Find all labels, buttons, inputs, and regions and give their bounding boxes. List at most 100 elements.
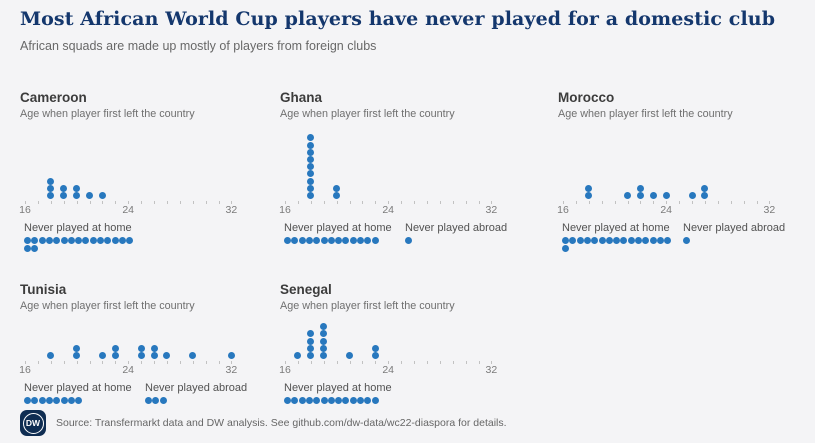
axis-tick-label: 32 [225,204,238,216]
axis-tick [154,361,155,364]
age-dot [649,192,657,199]
x-axis: 16 24 32 [279,200,517,216]
dw-logo-text: DW [22,412,44,434]
never-dot [75,237,83,244]
axis-description: Age when player first left the country [20,300,195,312]
axis-tick [426,201,428,204]
never-dot [152,397,160,404]
never-played-section: Never played at home [280,382,517,416]
axis-tick [76,361,78,364]
axis-tick [192,361,194,364]
never-played-at-home-group: Never played at home [24,222,134,253]
axis-tick-label: 32 [485,204,498,216]
age-dot-plot [280,126,517,200]
axis-tick [452,201,454,204]
axis-tick [297,361,299,364]
age-dot [371,352,379,359]
never-home-label: Never played at home [24,382,132,394]
axis-tick [50,361,52,364]
axis-tick [141,361,143,364]
axis-tick-label: 32 [225,364,238,376]
age-dot [137,344,145,352]
axis-tick [401,361,403,364]
axis-tick [452,361,454,364]
never-dot [357,397,364,404]
axis-tick [491,201,493,204]
never-dot [67,397,75,404]
never-dot [118,237,126,244]
age-dot [73,352,81,359]
never-dot [298,397,306,404]
never-dot [67,237,75,244]
never-dot [104,237,112,244]
never-dot [335,237,343,244]
never-home-label: Never played at home [284,382,392,394]
never-dot [53,397,61,404]
axis-tick-label: 32 [485,364,498,376]
never-home-dots [24,237,134,253]
axis-tick [743,201,745,204]
axis-description: Age when player first left the country [280,108,455,120]
never-dot [291,397,299,404]
never-played-section: Never played at home Never played abroad [558,222,795,256]
age-dot [636,184,644,192]
axis-tick-label: 16 [279,204,291,216]
axis-tick [666,201,668,204]
never-dot [642,237,650,244]
never-dot [683,237,690,244]
age-dot-plot [20,318,257,360]
never-dot [89,237,97,244]
axis-tick [285,201,286,204]
age-dot [47,184,55,192]
country-name: Cameroon [20,90,87,105]
axis-tick [601,201,603,204]
never-dot [53,237,61,244]
never-dot [45,397,53,404]
axis-description: Age when player first left the country [280,300,455,312]
x-axis: 16 24 32 [279,360,517,376]
age-dot [624,192,631,199]
never-abroad-dots [405,237,507,253]
age-dot [73,192,81,199]
axis-tick [439,361,441,364]
axis-tick [89,361,91,364]
axis-tick [50,201,52,204]
never-abroad-label: Never played abroad [405,222,508,234]
never-played-abroad-group: Never played abroad [405,222,507,253]
axis-tick [375,361,377,364]
never-played-at-home-group: Never played at home [562,222,672,253]
never-dot [38,237,46,244]
country-panel: Ghana Age when player first left the cou… [279,90,517,256]
age-dot [333,192,341,199]
never-played-abroad-group: Never played abroad [145,382,247,413]
never-dot [305,237,313,244]
axis-tick [653,201,655,204]
axis-tick [349,201,351,204]
axis-tick [426,361,428,364]
axis-tick [388,201,390,204]
never-played-at-home-group: Never played at home [24,382,132,413]
age-dot [307,141,315,149]
age-dot [98,192,106,199]
country-panel: Morocco Age when player first left the c… [557,90,795,256]
never-dot [576,237,584,244]
age-dot [86,192,93,199]
source-text: Source: Transfermarkt data and DW analys… [56,417,507,429]
axis-tick [362,201,364,204]
never-dot [31,397,39,404]
axis-tick [89,201,91,204]
never-dot [357,237,364,244]
axis-tick [285,361,286,364]
axis-tick-label: 16 [19,364,31,376]
never-dot [320,237,328,244]
age-dot [585,192,593,199]
never-dot [583,237,591,244]
age-dot [662,192,670,199]
axis-tick [575,201,577,204]
age-dot [47,177,55,185]
axis-tick [349,361,351,364]
never-dot [635,237,642,244]
age-dot-plot [20,126,257,200]
age-dot [307,184,315,192]
